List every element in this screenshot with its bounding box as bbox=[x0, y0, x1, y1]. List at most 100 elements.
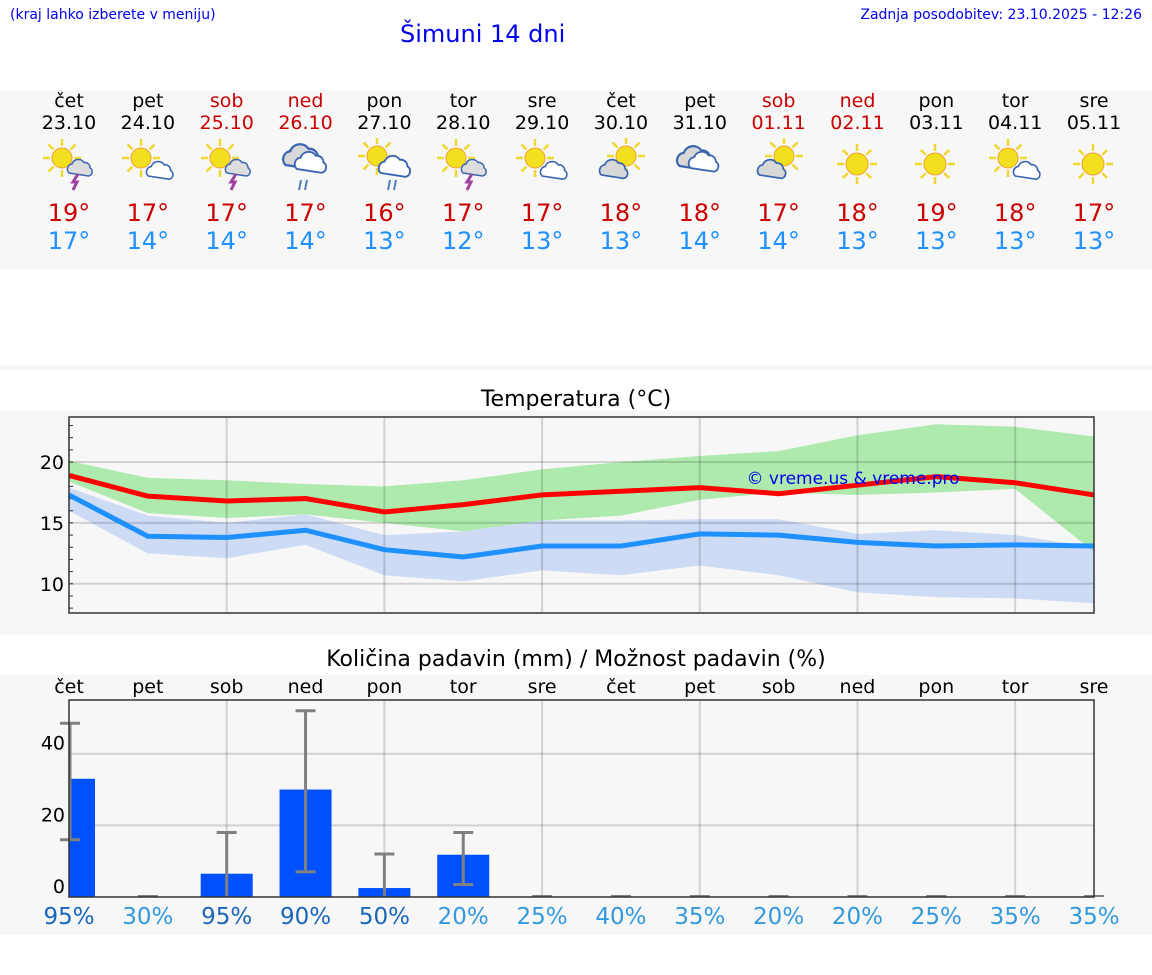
day-name: sre bbox=[1079, 90, 1109, 112]
last-updated: Zadnja posodobitev: 23.10.2025 - 12:26 bbox=[860, 7, 1142, 23]
max-temp: 18° bbox=[678, 199, 722, 227]
precip-day-label: čet bbox=[54, 676, 84, 698]
precip-day-label: pon bbox=[366, 676, 403, 698]
min-temp: 13° bbox=[520, 227, 564, 255]
precip-day-label: tor bbox=[1001, 676, 1029, 698]
day-date: 29.10 bbox=[514, 112, 570, 134]
min-temp: 13° bbox=[599, 227, 643, 255]
day-date: 01.11 bbox=[751, 112, 806, 134]
day-date: 03.11 bbox=[909, 112, 964, 134]
sun-icon bbox=[897, 138, 976, 190]
max-temp: 18° bbox=[599, 199, 643, 227]
day-name: čet bbox=[606, 90, 636, 112]
max-range-band bbox=[69, 424, 1094, 553]
sun-storm-icon bbox=[187, 138, 266, 191]
day-name: pon bbox=[918, 90, 955, 112]
cloud-rain-icon bbox=[266, 138, 345, 191]
day-date: 04.11 bbox=[987, 112, 1043, 134]
max-temp: 17° bbox=[757, 199, 800, 227]
plot-area bbox=[69, 700, 1094, 897]
precip-day-label: sre bbox=[527, 676, 557, 698]
page-title: Šimuni 14 dni bbox=[400, 20, 566, 48]
day-date: 30.10 bbox=[593, 112, 649, 134]
cloud-sun-icon bbox=[581, 137, 660, 190]
max-temp: 17° bbox=[284, 199, 327, 227]
y-tick-label: 10 bbox=[40, 574, 64, 596]
cloudy-icon bbox=[660, 138, 739, 190]
precip-day-label: sob bbox=[761, 676, 796, 698]
day-name: sob bbox=[761, 90, 796, 112]
plot-frame bbox=[68, 416, 1095, 614]
sun-cloud-icon bbox=[108, 138, 187, 190]
min-temp: 17° bbox=[47, 227, 91, 255]
max-temp: 17° bbox=[126, 199, 170, 227]
precip-probability: 35% bbox=[989, 904, 1041, 930]
max-temp: 17° bbox=[520, 199, 564, 227]
precip-probability: 20% bbox=[753, 904, 805, 930]
location-hint: (kraj lahko izberete v meniju) bbox=[10, 7, 216, 23]
day-date: 31.10 bbox=[672, 112, 727, 134]
day-date: 28.10 bbox=[436, 112, 491, 134]
day-name: sob bbox=[209, 90, 244, 112]
precip-probability: 95% bbox=[201, 904, 253, 930]
sun-storm-icon bbox=[424, 138, 503, 191]
day-date: 25.10 bbox=[199, 112, 254, 134]
y-tick-label: 0 bbox=[53, 876, 65, 898]
max-temp: 17° bbox=[441, 199, 485, 227]
min-temp: 14° bbox=[757, 227, 800, 255]
precip-day-label: ned bbox=[839, 676, 876, 698]
max-temp: 18° bbox=[836, 199, 879, 227]
precip-day-label: sre bbox=[1079, 676, 1109, 698]
precip-probability: 95% bbox=[43, 904, 95, 930]
divider bbox=[0, 365, 1152, 370]
min-temp: 13° bbox=[836, 227, 879, 255]
cloud-sun-icon bbox=[739, 137, 818, 190]
max-temp-line bbox=[68, 473, 1095, 515]
sun-icon bbox=[818, 138, 897, 190]
sun-storm-icon bbox=[30, 138, 109, 191]
precip-day-label: pet bbox=[684, 676, 716, 698]
min-temp: 13° bbox=[363, 227, 406, 255]
day-date: 23.10 bbox=[41, 112, 97, 134]
precip-probability: 25% bbox=[910, 904, 962, 930]
day-name: tor bbox=[1001, 90, 1029, 112]
day-name: pet bbox=[684, 90, 716, 112]
min-temp-line bbox=[67, 492, 1095, 560]
daily-forecast-panel bbox=[0, 90, 1152, 270]
max-temp: 19° bbox=[47, 199, 91, 227]
min-temp: 13° bbox=[993, 227, 1037, 255]
precip-probability: 20% bbox=[437, 904, 489, 930]
precip-day-label: pon bbox=[918, 676, 955, 698]
y-tick-label: 20 bbox=[40, 452, 64, 474]
precip-probability: 35% bbox=[674, 904, 726, 930]
precip-probability: 25% bbox=[516, 904, 568, 930]
temperature-chart-title: Temperatura (°C) bbox=[480, 387, 672, 412]
day-name: pet bbox=[132, 90, 164, 112]
day-date: 02.11 bbox=[830, 112, 885, 134]
min-temp: 13° bbox=[915, 227, 958, 255]
max-temp: 17° bbox=[205, 199, 248, 227]
day-name: ned bbox=[287, 90, 324, 112]
min-temp: 12° bbox=[441, 227, 485, 255]
y-tick-label: 20 bbox=[41, 804, 65, 826]
max-temp: 16° bbox=[363, 199, 406, 227]
day-date: 05.11 bbox=[1066, 112, 1122, 134]
min-temp: 14° bbox=[284, 227, 327, 255]
precip-day-label: pet bbox=[132, 676, 164, 698]
day-name: čet bbox=[54, 90, 84, 112]
sun-icon bbox=[1055, 138, 1134, 190]
min-temp: 14° bbox=[126, 227, 170, 255]
y-tick-label: 15 bbox=[40, 513, 64, 535]
day-date: 26.10 bbox=[278, 112, 333, 134]
precip-probability: 30% bbox=[122, 904, 174, 930]
day-date: 27.10 bbox=[357, 112, 412, 134]
y-tick-label: 40 bbox=[41, 733, 65, 755]
precip-probability: 50% bbox=[358, 904, 410, 930]
plot-frame bbox=[68, 699, 1095, 898]
max-temp: 17° bbox=[1072, 199, 1116, 227]
precip-bar bbox=[69, 778, 95, 897]
day-name: tor bbox=[449, 90, 477, 112]
precip-probability: 35% bbox=[1068, 904, 1120, 930]
